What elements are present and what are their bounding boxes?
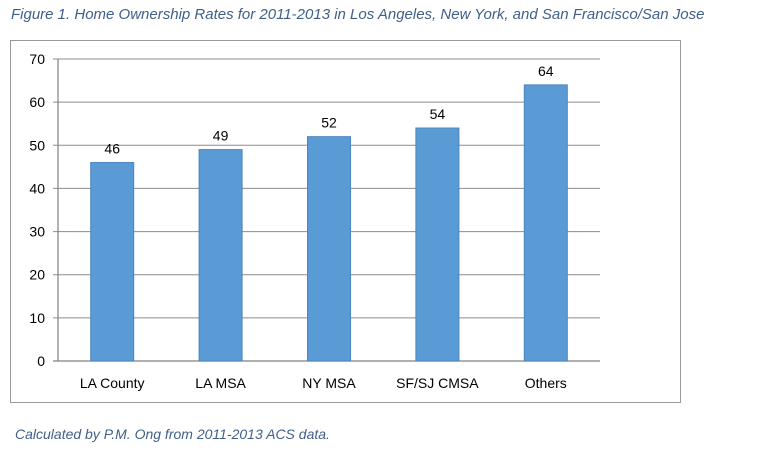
y-tick-label-60: 60 [29, 94, 45, 110]
bar-la-msa [198, 149, 243, 362]
bar-others [523, 84, 568, 362]
y-tick-label-0: 0 [37, 353, 45, 369]
y-tick-label-70: 70 [29, 51, 45, 67]
x-tick-label-la-msa: LA MSA [195, 375, 246, 391]
bar-la-county [90, 162, 135, 362]
y-tick-label-40: 40 [29, 180, 45, 196]
bars [90, 84, 568, 362]
x-tick-label-sf-sj-cmsa: SF/SJ CMSA [396, 375, 479, 391]
figure-source-note: Calculated by P.M. Ong from 2011-2013 AC… [15, 426, 330, 442]
bar-ny-msa [307, 136, 351, 362]
x-tick-label-others: Others [525, 375, 567, 391]
x-tick-label-ny-msa: NY MSA [302, 375, 356, 391]
data-label-ny-msa: 52 [321, 115, 337, 131]
data-labels: 46 49 52 54 64 [104, 63, 553, 157]
chart-area: 0 10 20 30 40 50 60 70 46 49 52 54 64 LA County LA M… [10, 40, 681, 403]
x-axis: LA County LA MSA NY MSA SF/SJ CMSA Others [80, 375, 567, 391]
data-label-sf-sj-cmsa: 54 [430, 106, 446, 122]
y-tick-label-10: 10 [29, 310, 45, 326]
figure-title: Figure 1. Home Ownership Rates for 2011-… [11, 6, 705, 23]
y-axis: 0 10 20 30 40 50 60 70 [29, 51, 59, 369]
y-tick-label-50: 50 [29, 137, 45, 153]
data-label-la-msa: 49 [213, 128, 229, 144]
bar-chart: 0 10 20 30 40 50 60 70 46 49 52 54 64 LA County LA M… [29, 51, 600, 391]
y-tick-label-30: 30 [29, 224, 45, 240]
x-tick-label-la-county: LA County [80, 375, 145, 391]
data-label-la-county: 46 [104, 141, 120, 157]
y-tick-label-20: 20 [29, 267, 45, 283]
data-label-others: 64 [538, 63, 554, 79]
bar-sf-sj-cmsa [415, 127, 460, 362]
